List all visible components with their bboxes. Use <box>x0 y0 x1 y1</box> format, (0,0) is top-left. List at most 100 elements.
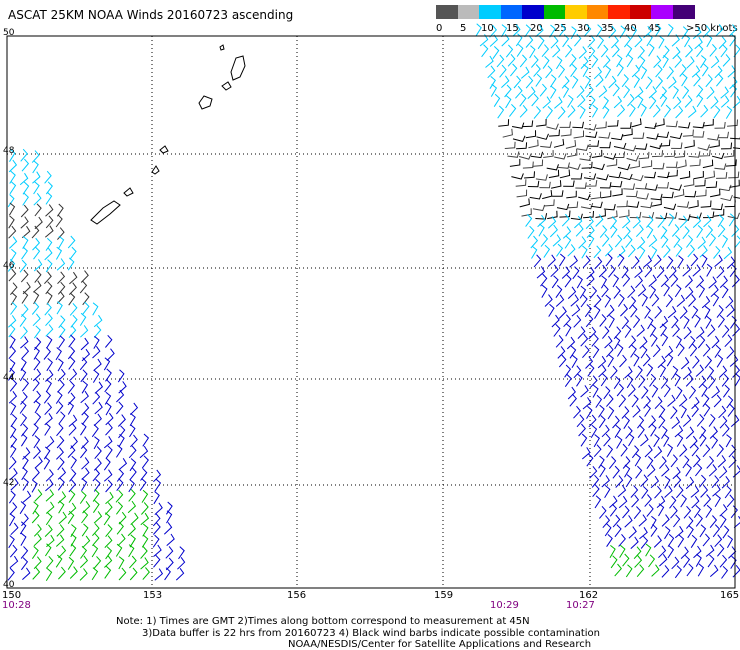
wind-barb <box>660 323 668 337</box>
wind-barb <box>585 356 594 369</box>
wind-barb <box>624 366 633 379</box>
wind-barb <box>670 406 678 420</box>
wind-barb <box>542 96 551 109</box>
wind-barb <box>609 503 618 517</box>
wind-barb <box>692 26 702 40</box>
wind-barb <box>9 335 16 349</box>
wind-barb <box>9 170 16 184</box>
wind-barb <box>610 180 623 188</box>
wind-barb <box>608 315 615 329</box>
wind-barb <box>152 534 160 548</box>
wind-barb <box>671 224 680 237</box>
wind-barb <box>105 524 113 538</box>
wind-barb <box>693 454 701 468</box>
wind-barb <box>691 404 699 418</box>
wind-barb <box>646 215 654 228</box>
wind-barb <box>58 500 65 514</box>
wind-barb <box>103 457 111 471</box>
wind-barb <box>566 190 577 199</box>
wind-barb <box>638 151 650 160</box>
wind-barb <box>67 445 76 458</box>
wind-barb <box>80 445 88 459</box>
wind-barb <box>613 376 621 389</box>
wind-barb <box>44 225 54 238</box>
wind-barb <box>613 285 621 299</box>
wind-barb <box>584 304 592 318</box>
wind-barb <box>93 478 101 492</box>
wind-barb <box>675 243 683 257</box>
wind-barb <box>20 413 28 427</box>
wind-barb <box>552 190 564 197</box>
wind-barb <box>592 163 605 171</box>
wind-barb <box>702 533 711 547</box>
wind-barb <box>519 198 530 208</box>
wind-barb <box>576 373 583 387</box>
wind-barb <box>612 44 620 58</box>
wind-barb <box>555 294 565 307</box>
wind-barb <box>513 75 522 89</box>
wind-barb <box>714 163 727 170</box>
wind-barb <box>699 426 707 439</box>
wind-barb <box>45 469 54 482</box>
wind-barb <box>8 346 17 360</box>
wind-barb <box>31 510 40 524</box>
wind-barb <box>709 564 719 577</box>
wind-barb <box>32 378 40 392</box>
wind-barb <box>34 412 42 426</box>
wind-barb <box>46 358 53 372</box>
wind-barb <box>31 423 39 437</box>
wind-barb <box>602 55 611 68</box>
wind-barb <box>45 281 53 295</box>
wind-barb <box>635 365 643 379</box>
wind-barb <box>576 414 585 428</box>
wind-barb <box>702 343 711 357</box>
wind-barb <box>8 202 16 216</box>
wind-barb <box>640 434 649 447</box>
wind-barb <box>93 335 100 349</box>
wind-barb <box>568 163 581 170</box>
wind-barb <box>573 314 582 328</box>
legend-label: 5 <box>460 23 467 34</box>
wind-barb <box>591 474 600 488</box>
wind-barb <box>175 568 185 581</box>
wind-barb <box>654 305 663 319</box>
wind-barb <box>691 443 699 457</box>
wind-barb <box>55 246 63 260</box>
wind-barb <box>103 512 111 526</box>
wind-barb <box>539 181 551 189</box>
wind-barb <box>130 434 138 448</box>
wind-barb <box>630 536 639 549</box>
wind-barb <box>620 122 632 129</box>
wind-barb <box>671 416 681 429</box>
wind-barb <box>57 271 66 285</box>
wind-barb <box>678 214 691 221</box>
wind-barb <box>631 394 639 408</box>
wind-barb <box>578 193 591 201</box>
wind-barb <box>685 476 695 490</box>
wind-barb <box>34 203 42 217</box>
wind-barb <box>141 455 149 469</box>
wind-barb <box>92 500 100 513</box>
island-outline <box>159 145 169 154</box>
wind-barb <box>660 274 669 288</box>
wind-barb <box>593 444 602 458</box>
wind-barb <box>624 324 632 338</box>
wind-barb <box>723 246 733 260</box>
wind-barb <box>165 546 174 559</box>
wind-barb <box>520 66 530 79</box>
wind-barb <box>615 475 624 488</box>
wind-barb <box>692 215 702 228</box>
wind-barb <box>733 196 740 199</box>
wind-barb <box>115 444 123 458</box>
wind-barb <box>57 457 65 471</box>
wind-barb <box>602 233 610 247</box>
wind-barb <box>92 346 101 359</box>
wind-barb <box>649 96 657 110</box>
wind-barb <box>600 275 608 289</box>
wind-barb <box>721 373 730 387</box>
wind-barb <box>543 150 554 158</box>
wind-barb <box>34 489 43 502</box>
wind-barb <box>79 312 87 326</box>
wind-barb <box>92 488 100 502</box>
wind-barb <box>33 337 42 351</box>
